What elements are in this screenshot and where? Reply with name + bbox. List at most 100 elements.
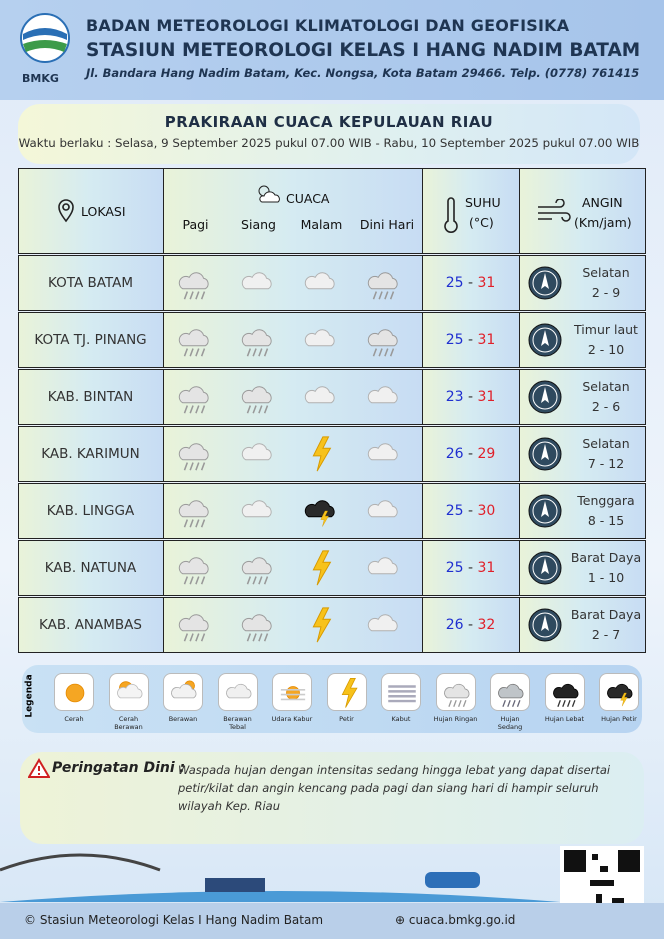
rain — [183, 519, 206, 528]
legend-swatch — [163, 673, 203, 711]
temp-cell: 25 - 30 — [422, 483, 520, 539]
validity: Waktu berlaku : Selasa, 9 September 2025… — [18, 136, 640, 150]
legend-swatch — [435, 673, 476, 711]
weather-icon — [241, 500, 272, 518]
bridge — [0, 853, 161, 872]
temp-range: 25 - 30 — [423, 503, 518, 519]
wind-cell: Barat Daya 2 - 7 — [519, 597, 646, 653]
wind-max: 15 — [608, 513, 625, 528]
location: KAB. LINGGA — [46, 503, 135, 519]
legend-swatch — [599, 673, 639, 711]
ship — [205, 878, 265, 892]
legend-label: Cerah — [64, 715, 84, 723]
compass-face — [532, 498, 558, 524]
warning-icon — [28, 758, 50, 778]
wind-cell: Selatan 2 - 9 — [519, 255, 646, 311]
credit: Stasiun Meteorologi Kelas I Hang Nadim B… — [39, 913, 324, 927]
cloud — [178, 614, 209, 632]
temp-cell: 26 - 29 — [422, 426, 520, 482]
sun — [65, 683, 85, 703]
separator: - — [595, 513, 609, 528]
temp-cell: 25 - 31 — [422, 312, 520, 368]
wind-min: 2 — [591, 399, 600, 414]
period-header: Dini Hari — [359, 217, 415, 232]
wind-speed: 2 - 10 — [568, 340, 644, 360]
weather-cell — [163, 540, 423, 596]
weather-icon — [367, 443, 398, 461]
wind-min: 1 — [587, 570, 596, 585]
footer-web: ⊕ cuaca.bmkg.go.id — [395, 913, 515, 927]
cloud — [367, 500, 398, 518]
temp-max: 31 — [477, 560, 496, 576]
compass-face — [532, 441, 558, 467]
logo-wave — [23, 28, 67, 40]
rain — [246, 633, 269, 642]
weather-icon — [607, 683, 633, 707]
temp-unit: (°C) — [469, 215, 494, 230]
wind-max: 7 — [612, 627, 621, 642]
legend-swatch — [544, 673, 585, 711]
separator: - — [463, 617, 478, 633]
wind-speed: 1 - 10 — [568, 568, 644, 588]
wind-info: Timur laut 2 - 10 — [568, 320, 644, 360]
header: BMKG BADAN METEOROLOGI KLIMATOLOGI DAN G… — [0, 0, 664, 100]
org-name: BADAN METEOROLOGI KLIMATOLOGI DAN GEOFIS… — [86, 16, 570, 35]
temp-min: 25 — [445, 332, 464, 348]
cloud — [241, 614, 272, 632]
legend-label: Hujan Petir — [601, 715, 637, 723]
rain — [246, 348, 269, 357]
warning-text: Waspada hujan dengan intensitas sedang h… — [178, 763, 611, 813]
wind-info: Selatan 7 - 12 — [568, 434, 644, 474]
weather-header-icon — [258, 185, 280, 203]
separator: - — [463, 446, 478, 462]
copyright-icon: © — [24, 913, 40, 927]
temp-cell: 25 - 31 — [422, 540, 520, 596]
temp-min: 23 — [445, 389, 464, 405]
weather-icon — [388, 685, 416, 703]
footer-credit: © Stasiun Meteorologi Kelas I Hang Nadim… — [24, 913, 323, 927]
location: KAB. KARIMUN — [41, 446, 140, 462]
wind-info: Selatan 2 - 9 — [568, 263, 644, 303]
compass-face — [532, 612, 558, 638]
compass-face — [532, 327, 558, 353]
compass-icon — [528, 266, 562, 300]
weather-icon — [367, 272, 398, 300]
location: KOTA TJ. PINANG — [34, 332, 147, 348]
title: PRAKIRAAN CUACA KEPULAUAN RIAU — [164, 113, 494, 131]
needle — [541, 558, 549, 574]
pin-icon — [58, 199, 74, 223]
wind-icon — [538, 199, 571, 222]
period-header: Pagi — [182, 217, 209, 232]
rain — [183, 291, 206, 300]
wind-speed: 2 - 6 — [568, 397, 644, 417]
warning-label: Peringatan Dini : — [52, 760, 186, 776]
compass-icon — [528, 380, 562, 414]
rain — [447, 700, 467, 707]
temp-cell: 23 - 31 — [422, 369, 520, 425]
rain — [502, 700, 521, 707]
weather-cell — [163, 426, 423, 482]
weather-icon — [280, 686, 306, 701]
temp-max: 31 — [477, 389, 496, 405]
cloud — [241, 443, 272, 461]
cloud — [241, 272, 272, 290]
legend-label: Kabut — [391, 715, 411, 723]
wind-info: Selatan 2 - 6 — [568, 377, 644, 417]
logo — [20, 13, 70, 63]
temp-max: 30 — [477, 503, 496, 519]
legend-title: Legenda — [24, 674, 35, 718]
legend-item: Cerah — [52, 673, 96, 723]
table-row: KAB. LINGGA 25 - 30 Tenggara 8 - 15 — [0, 483, 664, 540]
weather-header: CUACA — [286, 191, 330, 206]
legend-item: Kabut — [379, 673, 423, 723]
wind-max: 9 — [612, 285, 621, 300]
weather-icon — [116, 681, 142, 699]
haze — [280, 688, 306, 701]
thermometer-icon — [444, 197, 458, 233]
needle — [541, 387, 549, 403]
weather-icon — [241, 386, 272, 414]
weather-icon — [367, 329, 398, 357]
weather-icon — [498, 683, 524, 707]
location-cell: KAB. KARIMUN — [18, 426, 164, 482]
